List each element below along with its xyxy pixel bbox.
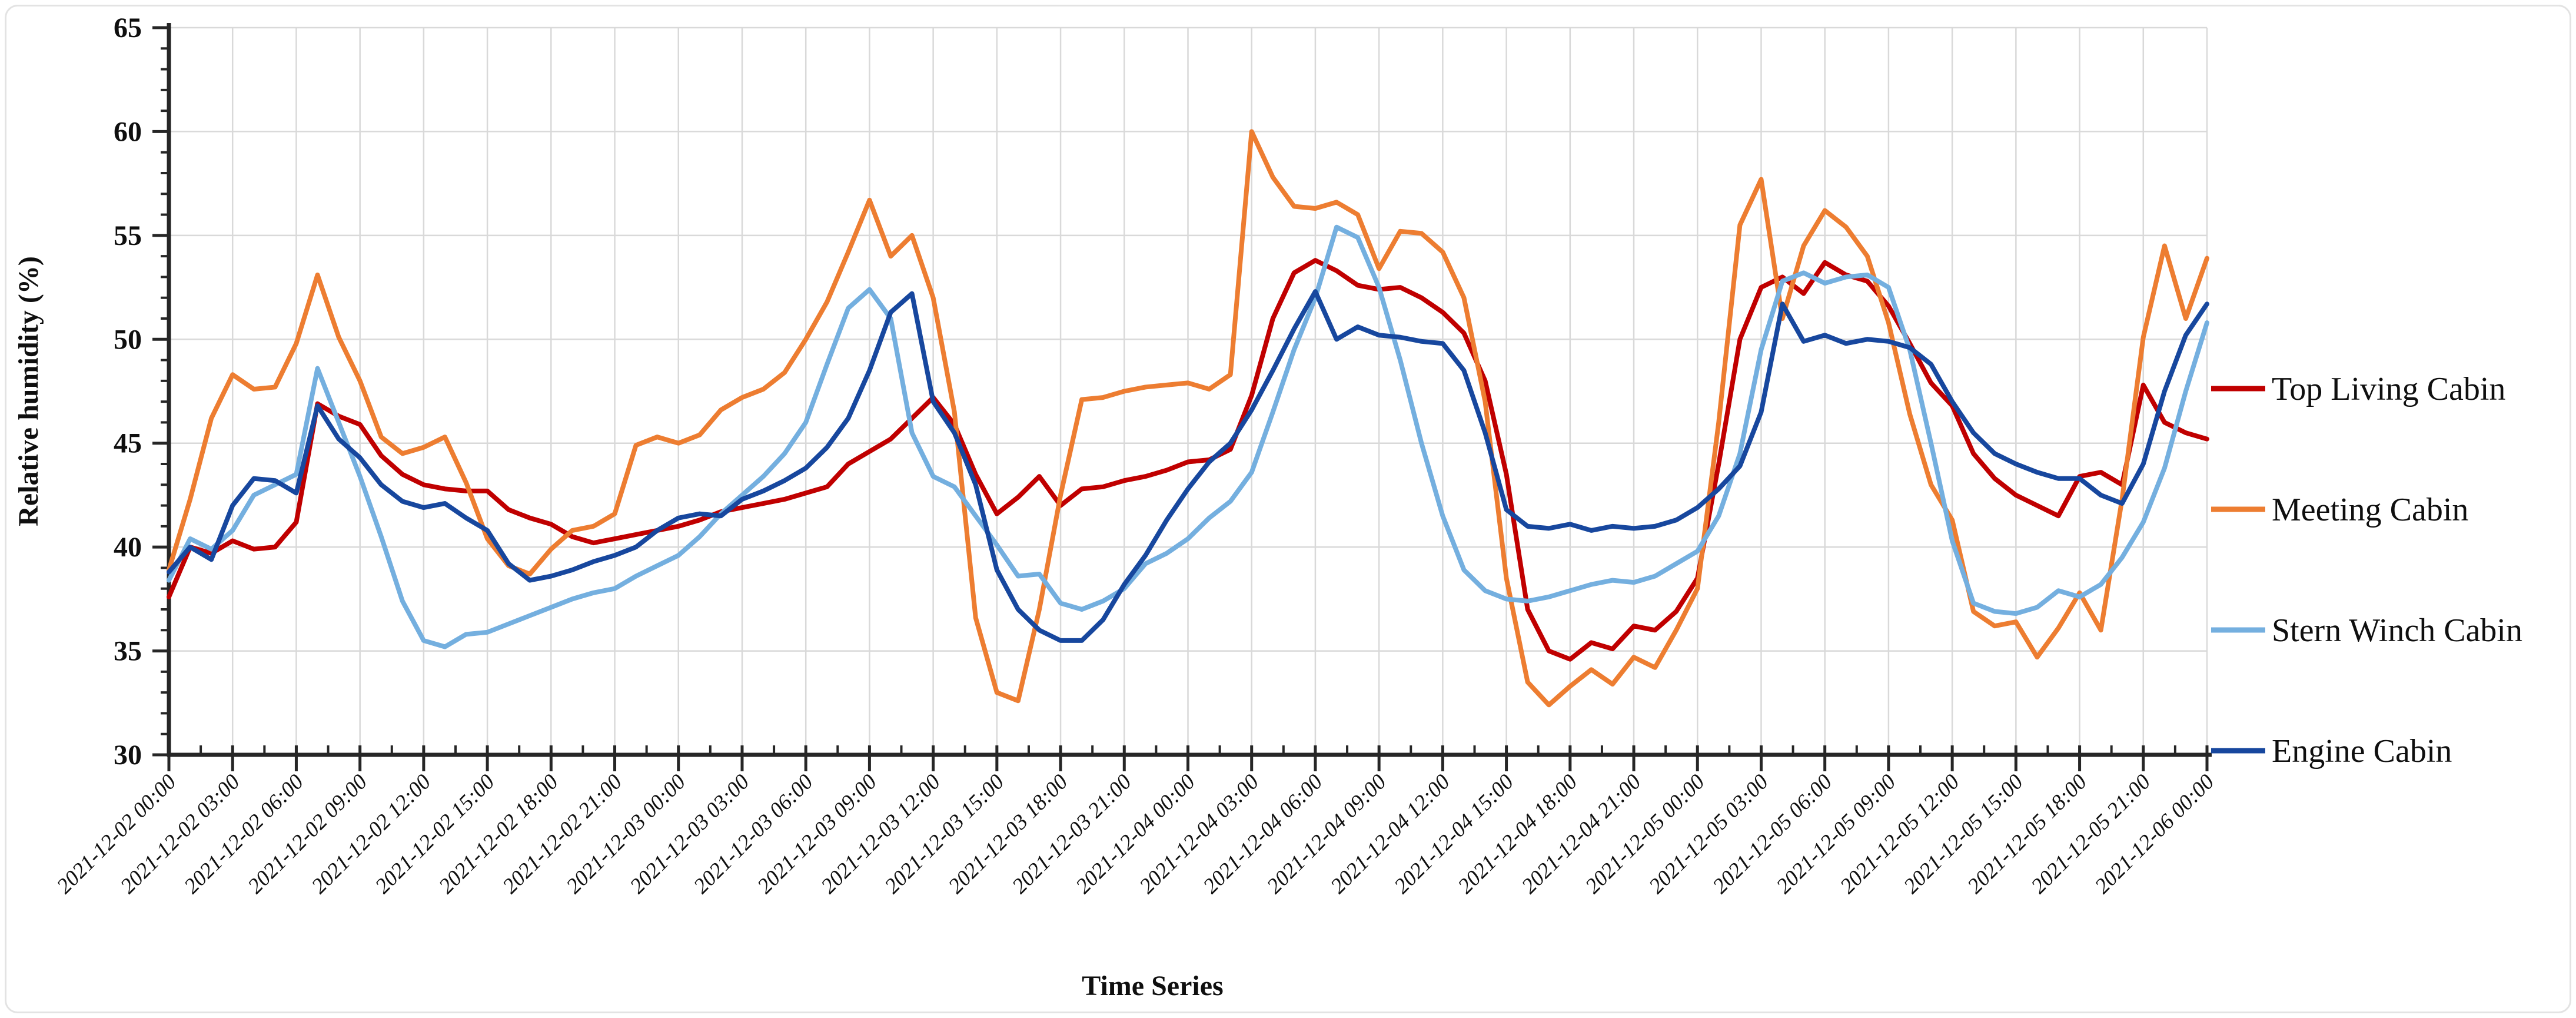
x-tick-label: 2021-12-05 00:00 xyxy=(1581,770,1710,898)
x-tick-label: 2021-12-02 09:00 xyxy=(243,770,372,898)
x-tick-label: 2021-12-04 09:00 xyxy=(1262,770,1391,898)
x-tick-label: 2021-12-03 09:00 xyxy=(753,770,882,898)
x-tick-label: 2021-12-03 00:00 xyxy=(561,770,690,898)
legend-item-meeting-cabin: Meeting Cabin xyxy=(2211,492,2468,528)
series-line-top-living-cabin xyxy=(167,258,2209,662)
gridlines xyxy=(169,26,2208,756)
x-tick-label: 2021-12-02 03:00 xyxy=(116,770,245,898)
x-tick-label: 2021-12-02 18:00 xyxy=(434,770,563,898)
x-tick-label: 2021-12-05 21:00 xyxy=(2026,770,2155,898)
legend-label: Engine Cabin xyxy=(2272,733,2452,770)
x-tick-label: 2021-12-05 03:00 xyxy=(1644,770,1773,898)
axis-titles: Relative humidity (%) Time Series xyxy=(13,256,1224,1002)
x-tick-label: 2021-12-06 00:00 xyxy=(2090,770,2219,898)
x-tick-label: 2021-12-05 06:00 xyxy=(1708,770,1837,898)
x-tick-label: 2021-12-05 09:00 xyxy=(1772,770,1901,898)
x-tick-label: 2021-12-05 12:00 xyxy=(1836,770,1965,898)
legend-label: Top Living Cabin xyxy=(2272,371,2505,407)
x-tick-label: 2021-12-04 18:00 xyxy=(1454,770,1583,898)
x-tick-label: 2021-12-03 15:00 xyxy=(880,770,1009,898)
x-tick-label: 2021-12-02 06:00 xyxy=(180,770,308,898)
x-tick-label: 2021-12-04 03:00 xyxy=(1135,770,1264,898)
x-tick-label: 2021-12-03 06:00 xyxy=(689,770,818,898)
x-tick-label: 2021-12-04 06:00 xyxy=(1199,770,1328,898)
y-tick-label: 55 xyxy=(114,220,142,251)
x-tick-label: 2021-12-03 03:00 xyxy=(626,770,754,898)
legend-label: Meeting Cabin xyxy=(2272,492,2468,528)
legend-item-stern-winch-cabin: Stern Winch Cabin xyxy=(2211,612,2522,649)
x-tick-label: 2021-12-03 21:00 xyxy=(1008,770,1136,898)
legend: Top Living Cabin Meeting Cabin Stern Winch… xyxy=(2211,371,2522,770)
y-tick-label: 40 xyxy=(114,532,142,563)
legend-item-top-living-cabin: Top Living Cabin xyxy=(2211,371,2505,407)
series-lines xyxy=(167,129,2209,708)
x-tick-label: 2021-12-03 18:00 xyxy=(944,770,1073,898)
series-line-engine-cabin xyxy=(167,289,2209,643)
x-tick-label: 2021-12-04 21:00 xyxy=(1517,770,1646,898)
x-axis-title: Time Series xyxy=(1082,970,1223,1002)
x-tick-label: 2021-12-05 15:00 xyxy=(1899,770,2028,898)
x-tick-label: 2021-12-02 21:00 xyxy=(498,770,627,898)
y-axis-title: Relative humidity (%) xyxy=(13,256,44,526)
series-line-stern-winch-cabin xyxy=(167,224,2209,649)
x-tick-label: 2021-12-02 00:00 xyxy=(52,770,181,898)
legend-item-engine-cabin: Engine Cabin xyxy=(2211,733,2452,770)
x-tick-label: 2021-12-04 00:00 xyxy=(1071,770,1200,898)
y-tick-label: 60 xyxy=(114,116,142,147)
x-tick-label: 2021-12-04 12:00 xyxy=(1326,770,1455,898)
x-tick-label: 2021-12-03 12:00 xyxy=(816,770,945,898)
x-tick-label: 2021-12-02 12:00 xyxy=(307,770,436,898)
y-tick-label: 65 xyxy=(114,12,142,44)
axis-ticks xyxy=(152,26,2209,771)
x-tick-label: 2021-12-04 15:00 xyxy=(1390,770,1518,898)
legend-label: Stern Winch Cabin xyxy=(2272,612,2522,649)
y-tick-label: 30 xyxy=(114,740,142,771)
y-tick-label: 50 xyxy=(114,324,142,355)
x-tick-label: 2021-12-05 18:00 xyxy=(1963,770,2092,898)
x-tick-label: 2021-12-02 15:00 xyxy=(371,770,500,898)
y-tick-label: 35 xyxy=(114,636,142,667)
y-tick-label: 45 xyxy=(114,428,142,459)
